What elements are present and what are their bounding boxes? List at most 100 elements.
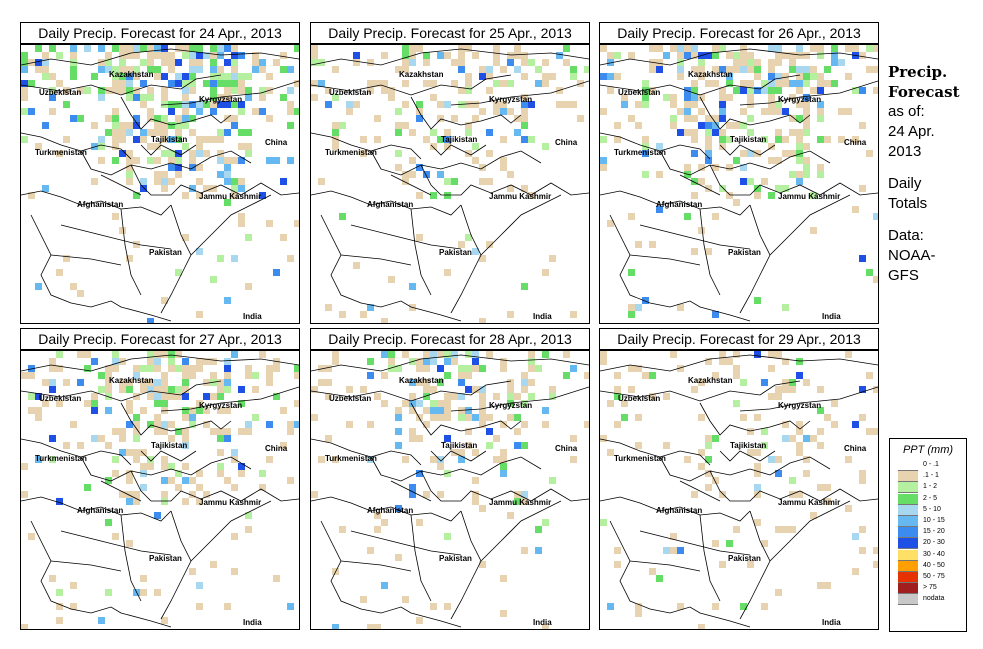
country-label-kyrgyzstan: Kyrgyzstan xyxy=(778,95,822,104)
legend-label: 50 - 75 xyxy=(923,572,945,580)
map-canvas xyxy=(21,45,299,323)
precip-cell xyxy=(444,358,451,365)
precip-cell xyxy=(189,59,196,66)
precip-cell xyxy=(444,435,451,442)
precip-cell xyxy=(444,269,451,276)
boundary-line xyxy=(420,164,589,196)
country-label-india: India xyxy=(822,618,841,627)
precip-cell xyxy=(810,66,817,73)
country-label-uzbekistan: Uzbekistan xyxy=(618,88,661,97)
precip-cell xyxy=(154,73,161,80)
precip-cell xyxy=(70,603,77,610)
precip-cell xyxy=(98,87,105,94)
precip-cell xyxy=(224,386,231,393)
precip-cell xyxy=(287,108,294,115)
precip-cell xyxy=(514,66,521,73)
precip-cell xyxy=(105,442,112,449)
precip-cell xyxy=(91,407,98,414)
precip-cell xyxy=(35,414,42,421)
precip-cell xyxy=(280,234,287,241)
precip-cell xyxy=(416,519,423,526)
precip-cell xyxy=(577,115,584,122)
precip-cell xyxy=(105,372,112,379)
precip-cell xyxy=(635,365,642,372)
precip-cell xyxy=(796,45,803,52)
precip-cell xyxy=(691,45,698,52)
precip-cell xyxy=(175,386,182,393)
precip-cell xyxy=(280,407,287,414)
country-label-turkmenistan: Turkmenistan xyxy=(35,454,87,463)
precip-cell xyxy=(535,547,542,554)
country-label-uzbekistan: Uzbekistan xyxy=(329,88,372,97)
precip-cell xyxy=(600,164,607,171)
precip-cell xyxy=(217,407,224,414)
precip-cell xyxy=(796,150,803,157)
precip-cell xyxy=(175,122,182,129)
precip-cell xyxy=(719,491,726,498)
precip-cell xyxy=(395,66,402,73)
precip-cell xyxy=(259,484,266,491)
precip-cell xyxy=(189,115,196,122)
precip-cell xyxy=(98,617,105,624)
precip-cell xyxy=(563,351,570,358)
precip-cell xyxy=(395,164,402,171)
precip-cell xyxy=(168,421,175,428)
precip-cell xyxy=(768,192,775,199)
precip-cell xyxy=(238,101,245,108)
boundary-line xyxy=(609,214,751,322)
precip-cell xyxy=(796,442,803,449)
precip-cell xyxy=(287,66,294,73)
precip-cell xyxy=(238,129,245,136)
precip-cell xyxy=(810,227,817,234)
precip-cell xyxy=(388,365,395,372)
boundary-line xyxy=(311,190,462,216)
precip-cell xyxy=(451,393,458,400)
boundary-line xyxy=(21,74,222,96)
precip-cell xyxy=(70,421,77,428)
precip-cell xyxy=(311,491,318,498)
precip-cell xyxy=(21,80,28,87)
precip-cell xyxy=(873,45,878,52)
legend-swatch xyxy=(898,471,918,483)
precip-cell xyxy=(817,386,824,393)
precip-cell xyxy=(147,143,154,150)
boundary-line xyxy=(160,80,299,106)
precip-cell xyxy=(796,491,803,498)
legend-label: 1 - 2 xyxy=(923,483,938,491)
precip-cell xyxy=(493,108,500,115)
precip-cell xyxy=(705,435,712,442)
precip-cell xyxy=(161,87,168,94)
precip-cell xyxy=(332,66,339,73)
precip-cell xyxy=(273,365,280,372)
precip-cell xyxy=(810,512,817,519)
precip-cell xyxy=(614,372,621,379)
precip-cell xyxy=(684,115,691,122)
country-label-uzbekistan: Uzbekistan xyxy=(39,88,82,97)
precip-cell xyxy=(112,108,119,115)
precip-cell xyxy=(374,80,381,87)
precip-cell xyxy=(168,164,175,171)
precip-cell xyxy=(423,407,430,414)
precip-cell xyxy=(147,386,154,393)
precip-cell xyxy=(607,52,614,59)
precip-cell xyxy=(395,122,402,129)
precip-cell xyxy=(570,66,577,73)
precip-cell xyxy=(112,115,119,122)
precip-cell xyxy=(147,115,154,122)
precip-cell xyxy=(507,171,514,178)
precip-cell xyxy=(775,386,782,393)
precip-cell xyxy=(642,101,649,108)
precip-cell xyxy=(360,596,367,603)
precip-cell xyxy=(642,80,649,87)
precip-cell xyxy=(287,157,294,164)
precip-cell xyxy=(154,52,161,59)
country-label-tajikistan: Tajikistan xyxy=(730,135,767,144)
precip-cell xyxy=(472,386,479,393)
precip-cell xyxy=(500,610,507,617)
precip-cell xyxy=(91,358,98,365)
precip-cell xyxy=(245,428,252,435)
precip-map: Kazakhstan Uzbekistan Kyrgyzstan Tajikistan… xyxy=(599,350,879,630)
precip-cell xyxy=(754,297,761,304)
precip-cell xyxy=(332,351,339,358)
precip-cell xyxy=(294,421,299,428)
